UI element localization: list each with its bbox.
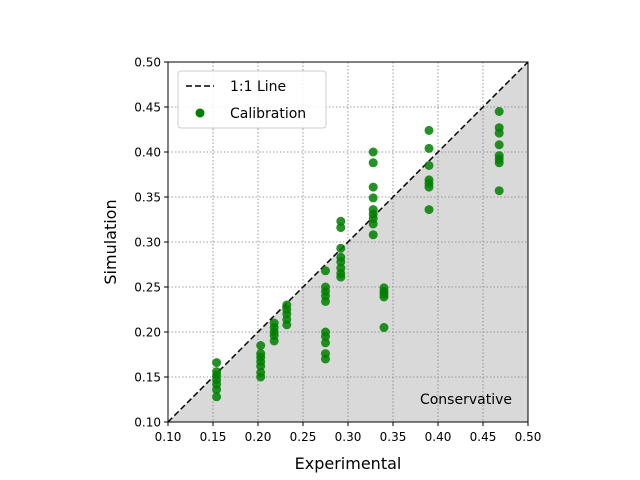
data-point [494, 186, 504, 196]
data-point [494, 158, 504, 168]
data-point [424, 161, 434, 170]
x-tick-label: 0.35 [380, 430, 407, 444]
data-point [424, 143, 434, 153]
data-point [336, 243, 346, 253]
y-tick-label: 0.15 [134, 371, 161, 385]
data-point [494, 128, 504, 138]
data-point [336, 216, 346, 226]
data-point [282, 320, 292, 330]
x-ticks: 0.10 0.15 0.20 0.25 0.30 0.35 0.40 0.45 0.50 [155, 422, 542, 444]
data-point [424, 182, 434, 192]
y-tick-label: 0.50 [134, 56, 161, 70]
y-ticks: 0.10 0.15 0.20 0.25 0.30 0.35 0.40 0.45 0.50 [134, 56, 168, 430]
legend: 1:1 Line Calibration [177, 70, 327, 129]
x-tick-label: 0.10 [155, 430, 182, 444]
y-tick-label: 0.45 [134, 101, 161, 115]
data-point [321, 266, 330, 276]
data-point [379, 323, 389, 332]
data-point [368, 230, 378, 240]
data-point [336, 272, 346, 282]
data-point [321, 332, 330, 341]
x-tick-label: 0.25 [290, 430, 317, 444]
data-point [424, 125, 434, 135]
data-point [368, 147, 378, 157]
data-point [336, 223, 346, 233]
y-tick-label: 0.35 [134, 191, 161, 205]
data-point [368, 158, 378, 168]
data-point [256, 341, 266, 350]
y-tick-label: 0.20 [134, 326, 161, 340]
x-tick-label: 0.50 [515, 430, 542, 444]
x-axis-label: Experimental [295, 454, 402, 473]
data-point [368, 182, 378, 192]
legend-box [177, 70, 327, 129]
data-point [212, 385, 222, 395]
data-point [368, 219, 378, 229]
data-point [424, 205, 434, 215]
legend-marker-swatch [195, 108, 205, 118]
y-tick-label: 0.25 [134, 281, 161, 295]
data-point [368, 193, 378, 203]
x-tick-label: 0.40 [425, 430, 452, 444]
y-axis-label: Simulation [101, 199, 120, 284]
data-point [379, 292, 389, 302]
x-tick-label: 0.15 [200, 430, 227, 444]
one-to-one-line [167, 61, 529, 423]
conservative-label: Conservative [420, 392, 512, 408]
legend-label-1-1-line: 1:1 Line [230, 79, 286, 95]
calibration-points [212, 107, 504, 402]
x-tick-label: 0.45 [470, 430, 497, 444]
data-point [494, 140, 504, 150]
y-tick-label: 0.10 [134, 416, 161, 430]
x-tick-label: 0.30 [335, 430, 362, 444]
y-tick-label: 0.40 [134, 146, 161, 160]
x-tick-label: 0.20 [245, 430, 272, 444]
data-point [336, 257, 346, 267]
data-point [256, 372, 266, 382]
data-point [269, 336, 279, 346]
data-point [256, 361, 266, 371]
data-point [494, 107, 504, 116]
data-point [212, 392, 222, 402]
y-tick-label: 0.30 [134, 236, 161, 250]
data-point [212, 358, 222, 368]
legend-label-calibration: Calibration [230, 106, 306, 122]
data-point [321, 296, 330, 306]
data-point [321, 338, 330, 348]
data-point [321, 354, 330, 364]
